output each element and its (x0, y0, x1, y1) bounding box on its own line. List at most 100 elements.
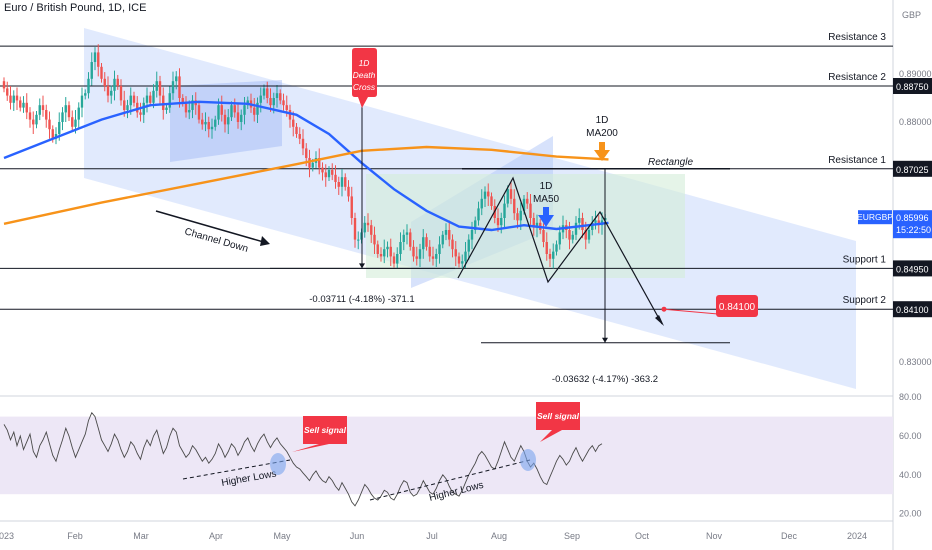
candle-body (457, 256, 461, 264)
current-price-tag (893, 210, 932, 239)
candle-body (532, 218, 535, 228)
candle-body (145, 95, 149, 103)
candle-body (347, 186, 350, 197)
candle-body (178, 76, 181, 98)
candle-body (448, 230, 451, 240)
candle-body (25, 102, 28, 113)
candle-body (113, 78, 116, 91)
candle-body (464, 251, 467, 262)
candle-body (552, 251, 555, 259)
candle-body (392, 256, 396, 264)
candle-body (379, 254, 383, 257)
candle-body (591, 222, 594, 230)
candle-body (500, 218, 503, 226)
candle-body (334, 174, 337, 182)
candle-body (149, 95, 152, 103)
x-tick-label: May (273, 531, 291, 541)
channel-arrow-line (155, 210, 268, 244)
candle-body (568, 230, 571, 240)
candle-body (298, 134, 301, 139)
candle-body (227, 117, 230, 125)
candle-body (594, 220, 597, 223)
candle-body (243, 105, 246, 115)
candle-body (399, 242, 402, 254)
candle-body (344, 177, 347, 187)
sell-signal-label-2: Sell signal (537, 411, 580, 421)
rsi-tick-label: 20.00 (899, 509, 922, 519)
sell-signal-callout-1 (292, 416, 347, 452)
candle-body (555, 244, 558, 252)
candle-body (240, 114, 243, 122)
candle-body (584, 230, 587, 240)
candle-body (331, 170, 334, 175)
price-tag-value: 0.87025 (896, 165, 929, 175)
price-tag-value: 0.88750 (896, 82, 929, 92)
candle-body (6, 88, 9, 96)
candle-body (409, 232, 412, 247)
candle-body (236, 112, 240, 122)
price-tag (893, 78, 932, 94)
candle-body (207, 122, 210, 130)
candle-body (162, 95, 165, 110)
death-cross-label-1: 1D (359, 58, 370, 68)
rsi-tick-label: 60.00 (899, 431, 922, 441)
x-tick-label: 2024 (847, 531, 867, 541)
candle-body (256, 102, 259, 115)
candle-body (324, 172, 327, 178)
candle-body (152, 90, 155, 103)
candle-body (38, 105, 41, 115)
target-dot (661, 306, 667, 312)
level-label-4: Support 1 (843, 254, 887, 265)
candle-body (288, 110, 292, 120)
drawings: -0.03711 (-4.18%) -371.1 -0.03632 (-4.17%… (155, 48, 758, 385)
x-tick-label: Feb (67, 531, 83, 541)
death-cross-label-3: Cross (353, 82, 376, 92)
candle-body (311, 162, 314, 168)
candle-body (513, 198, 516, 214)
price-tag (893, 160, 932, 177)
candle-body (191, 100, 194, 110)
candle-body (357, 239, 360, 241)
sell-signal-label-1: Sell signal (304, 425, 347, 435)
candle-body (295, 126, 298, 134)
candle-body (15, 95, 19, 101)
x-tick-label: Aug (491, 531, 507, 541)
candle-body (282, 100, 285, 106)
candle-body (418, 249, 422, 259)
x-tick-label: Jun (350, 531, 365, 541)
ma200-label-bottom: MA200 (586, 128, 618, 139)
candle-body (262, 88, 266, 96)
axes: 2023 Feb Mar Apr May Jun Jul Aug Sep Oct Nov Dec 202… (0, 10, 932, 541)
candle-body (126, 105, 129, 110)
x-tick-label: Dec (781, 531, 798, 541)
candle-body (48, 119, 51, 130)
candle-body (305, 148, 308, 158)
candle-body (93, 52, 97, 62)
candle-body (496, 218, 500, 226)
candle-body (266, 88, 269, 98)
candle-body (327, 170, 331, 178)
candle-body (275, 93, 279, 98)
candle-body (139, 112, 142, 115)
candle-body (425, 237, 428, 247)
candle-body (87, 78, 90, 94)
candle-body (535, 222, 539, 228)
rsi-band (0, 416, 893, 495)
measure-arrow-1 (359, 263, 365, 269)
candle-body (402, 234, 405, 242)
candle-body (461, 261, 464, 264)
ma50-label-bottom: MA50 (533, 194, 560, 205)
candle-body (279, 93, 282, 101)
candle-body (578, 218, 581, 223)
candle-body (110, 90, 113, 96)
candle-body (155, 81, 158, 91)
drop-label-2: -0.03632 (-4.17%) -363.2 (552, 374, 658, 385)
candle-body (340, 177, 344, 187)
target-label: 0.84100 (719, 302, 756, 313)
candle-body (142, 102, 145, 115)
candle-body (516, 213, 519, 221)
candle-body (201, 119, 204, 125)
x-tick-label: Sep (564, 531, 580, 541)
candle-body (571, 234, 574, 240)
candle-body (487, 191, 490, 197)
